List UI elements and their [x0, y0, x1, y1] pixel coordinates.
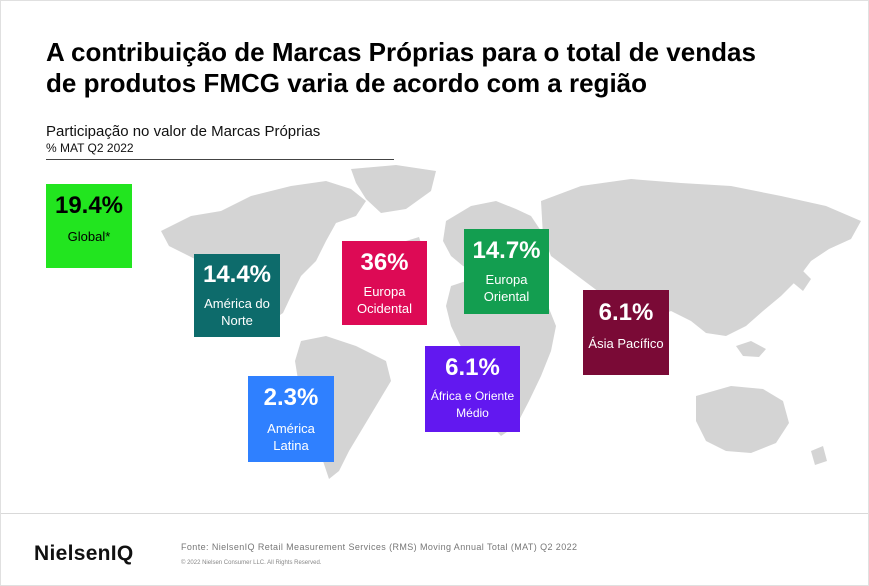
region-label: Oriental — [483, 289, 530, 304]
region-box-eastern-europe: 14.7% Europa Oriental — [464, 229, 549, 314]
region-value: 14.7% — [472, 237, 541, 264]
title-line-1: A contribuição de Marcas Próprias para o… — [46, 37, 756, 67]
region-box-north-america: 14.4% América do Norte — [194, 254, 280, 337]
subtitle-divider — [46, 159, 394, 160]
australia-shape — [696, 386, 789, 453]
copyright-note: © 2022 Nielsen Consumer LLC. All Rights … — [181, 560, 322, 566]
region-value: 36% — [360, 249, 409, 276]
region-label: Ocidental — [357, 301, 412, 316]
greenland-shape — [351, 165, 436, 213]
region-label: Norte — [221, 313, 253, 328]
region-label: Latina — [273, 438, 309, 453]
south-america-shape — [295, 336, 391, 479]
region-box-latin-america: 2.3% América Latina — [248, 376, 334, 462]
region-box-asia-pacific: 6.1% Ásia Pacífico — [583, 290, 669, 375]
region-label: Médio — [456, 406, 489, 420]
region-label: Europa — [363, 284, 406, 299]
page-title: A contribuição de Marcas Próprias para o… — [46, 37, 836, 99]
region-label: América — [267, 421, 315, 436]
region-box-africa-middle-east: 6.1% África e Oriente Médio — [425, 346, 520, 432]
chart-subtitle: Participação no valor de Marcas Próprias — [46, 123, 321, 140]
region-label: América do — [204, 296, 270, 311]
island-shape — [791, 271, 811, 291]
region-value: 2.3% — [263, 384, 319, 411]
region-label: Europa — [485, 272, 528, 287]
region-label: África e Oriente — [430, 389, 515, 403]
region-box-global: 19.4% Global* — [46, 184, 132, 268]
region-value: 14.4% — [202, 261, 272, 288]
island-shape — [811, 446, 827, 465]
region-value: 19.4% — [54, 192, 124, 219]
region-value: 6.1% — [445, 354, 500, 381]
footer-divider — [1, 513, 868, 514]
title-line-2: de produtos FMCG varia de acordo com a r… — [46, 68, 648, 98]
region-label: Global* — [67, 229, 111, 244]
chart-period: % MAT Q2 2022 — [46, 141, 134, 155]
region-label: Ásia Pacífico — [588, 336, 664, 351]
source-note: Fonte: NielsenIQ Retail Measurement Serv… — [181, 542, 578, 552]
region-box-western-europe: 36% Europa Ocidental — [342, 241, 427, 325]
region-value: 6.1% — [598, 299, 654, 326]
nielseniq-logo: NielsenIQ — [34, 542, 134, 565]
island-shape — [736, 341, 766, 357]
